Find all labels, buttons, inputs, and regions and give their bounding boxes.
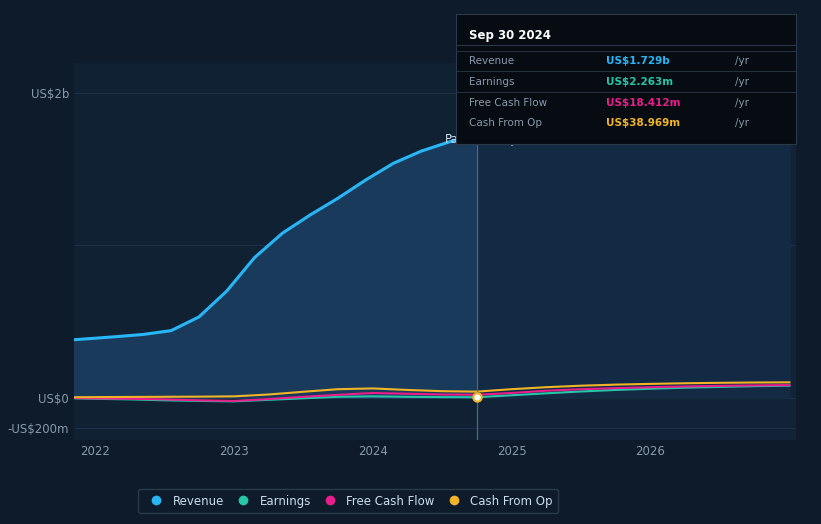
Text: /yr: /yr	[735, 118, 749, 128]
Text: Free Cash Flow: Free Cash Flow	[470, 97, 548, 107]
Text: /yr: /yr	[735, 77, 749, 87]
Text: /yr: /yr	[735, 56, 749, 66]
Legend: Revenue, Earnings, Free Cash Flow, Cash From Op: Revenue, Earnings, Free Cash Flow, Cash …	[139, 489, 558, 514]
Text: Earnings: Earnings	[470, 77, 515, 87]
Text: /yr: /yr	[735, 97, 749, 107]
Bar	[74, 63, 477, 440]
Text: Analysts Forecasts: Analysts Forecasts	[484, 133, 594, 146]
Text: Past: Past	[445, 133, 470, 146]
Text: Cash From Op: Cash From Op	[470, 118, 543, 128]
Text: US$1.729b: US$1.729b	[606, 56, 669, 66]
Text: US$38.969m: US$38.969m	[606, 118, 680, 128]
Text: US$2.263m: US$2.263m	[606, 77, 672, 87]
Text: US$18.412m: US$18.412m	[606, 97, 680, 107]
Text: Sep 30 2024: Sep 30 2024	[470, 29, 551, 42]
Text: Revenue: Revenue	[470, 56, 515, 66]
